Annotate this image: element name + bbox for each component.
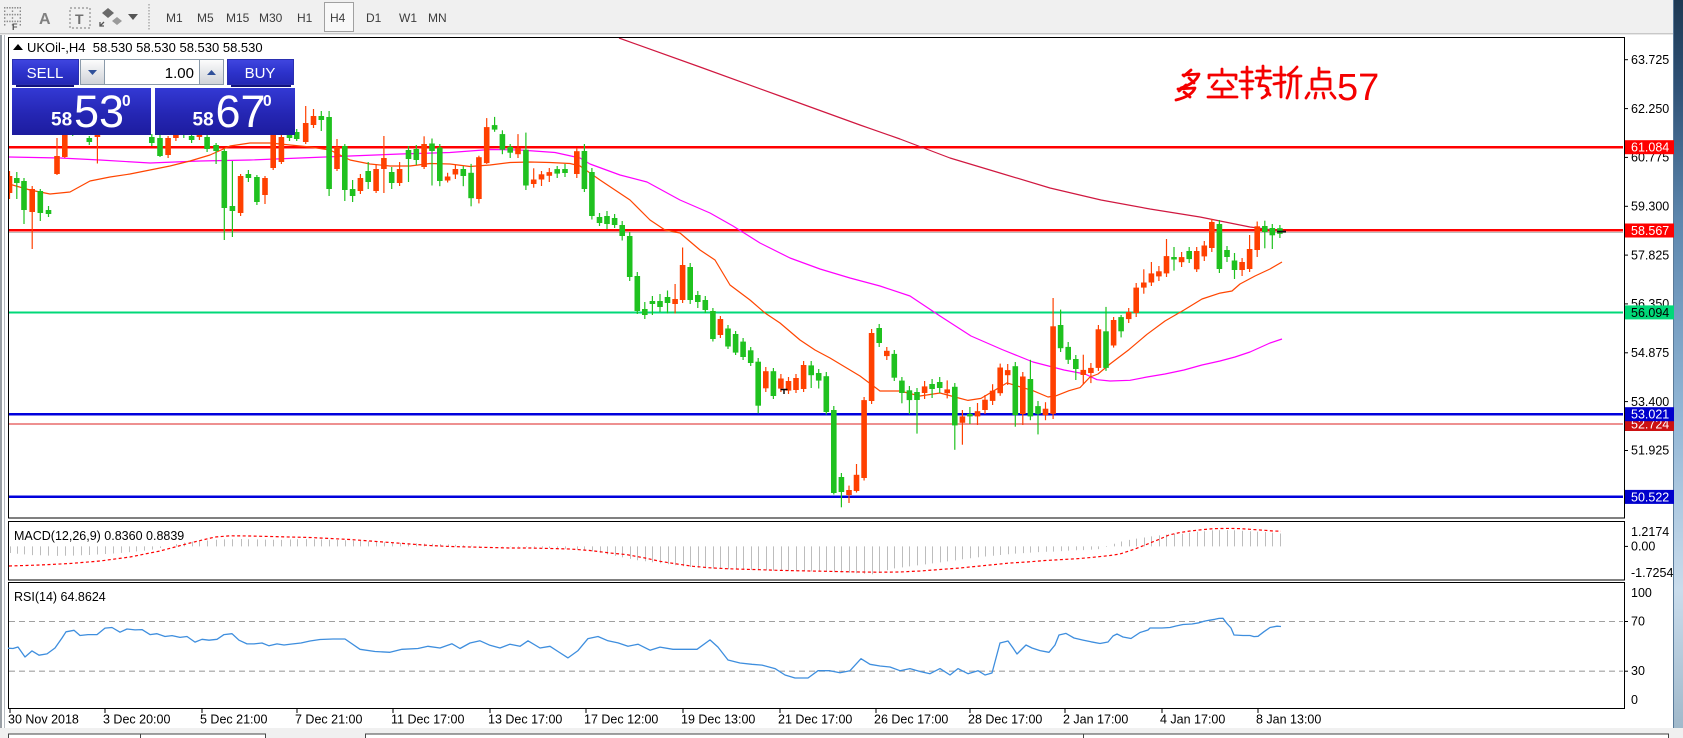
svg-text:51.925: 51.925 [1631, 444, 1669, 458]
svg-text:70: 70 [1631, 615, 1645, 629]
svg-text:A: A [39, 11, 51, 28]
svg-text:26 Dec 17:00: 26 Dec 17:00 [874, 713, 948, 727]
svg-text:BUY: BUY [245, 65, 276, 82]
svg-text:56.094: 56.094 [1631, 306, 1669, 320]
svg-text:M5: M5 [197, 11, 214, 25]
svg-text:58: 58 [193, 110, 214, 131]
svg-text:D1: D1 [366, 11, 382, 25]
svg-text:17 Dec 12:00: 17 Dec 12:00 [584, 713, 658, 727]
svg-text:T: T [75, 11, 84, 27]
svg-text:7 Dec 21:00: 7 Dec 21:00 [295, 713, 362, 727]
svg-text:53.400: 53.400 [1631, 395, 1669, 409]
svg-text:30: 30 [1631, 664, 1645, 678]
svg-text:11 Dec 17:00: 11 Dec 17:00 [391, 713, 464, 727]
svg-text:58: 58 [51, 110, 72, 131]
svg-text:-1.7254: -1.7254 [1631, 566, 1673, 580]
svg-text:H1: H1 [297, 11, 313, 25]
svg-text:H4: H4 [330, 11, 346, 25]
svg-text:1.00: 1.00 [165, 65, 194, 82]
svg-text:61.084: 61.084 [1631, 141, 1669, 155]
svg-text:0: 0 [122, 93, 131, 110]
svg-text:67: 67 [216, 86, 266, 137]
svg-text:53: 53 [74, 86, 124, 137]
svg-text:57: 57 [1337, 67, 1379, 109]
svg-text:M1: M1 [166, 11, 183, 25]
svg-text:1.2174: 1.2174 [1631, 525, 1669, 539]
svg-text:W1: W1 [399, 11, 417, 25]
svg-text:53.021: 53.021 [1631, 408, 1669, 422]
svg-text:21 Dec 17:00: 21 Dec 17:00 [778, 713, 852, 727]
svg-text:59.300: 59.300 [1631, 200, 1669, 214]
svg-text:57.825: 57.825 [1631, 248, 1669, 262]
svg-text:62.250: 62.250 [1631, 102, 1669, 116]
svg-text:RSI(14) 64.8624: RSI(14) 64.8624 [14, 590, 106, 604]
svg-text:8 Jan 13:00: 8 Jan 13:00 [1256, 713, 1321, 727]
svg-text:58.567: 58.567 [1631, 224, 1669, 238]
svg-text:28 Dec 17:00: 28 Dec 17:00 [968, 713, 1042, 727]
svg-text:3 Dec 20:00: 3 Dec 20:00 [103, 713, 170, 727]
svg-text:0: 0 [263, 93, 272, 110]
svg-text:F: F [12, 22, 18, 32]
svg-text:100: 100 [1631, 586, 1652, 600]
svg-text:4 Jan 17:00: 4 Jan 17:00 [1160, 713, 1225, 727]
svg-text:MACD(12,26,9) 0.8360 0.8839: MACD(12,26,9) 0.8360 0.8839 [14, 529, 184, 543]
svg-text:0: 0 [1631, 693, 1638, 707]
svg-text:30 Nov 2018: 30 Nov 2018 [8, 713, 79, 727]
svg-text:2 Jan 17:00: 2 Jan 17:00 [1063, 713, 1128, 727]
svg-text:5 Dec 21:00: 5 Dec 21:00 [200, 713, 267, 727]
svg-text:50.522: 50.522 [1631, 490, 1669, 504]
svg-text:UKOil-,H4 58.530 58.530 58.53: UKOil-,H4 58.530 58.530 58.530 58.530 [27, 40, 263, 55]
svg-text:MN: MN [428, 11, 447, 25]
svg-text:M30: M30 [259, 11, 283, 25]
svg-text:54.875: 54.875 [1631, 346, 1669, 360]
svg-text:M15: M15 [226, 11, 250, 25]
svg-text:0.00: 0.00 [1631, 539, 1655, 553]
svg-text:63.725: 63.725 [1631, 53, 1669, 67]
svg-text:13 Dec 17:00: 13 Dec 17:00 [488, 713, 562, 727]
svg-text:SELL: SELL [27, 65, 64, 82]
svg-text:19 Dec 13:00: 19 Dec 13:00 [681, 713, 755, 727]
